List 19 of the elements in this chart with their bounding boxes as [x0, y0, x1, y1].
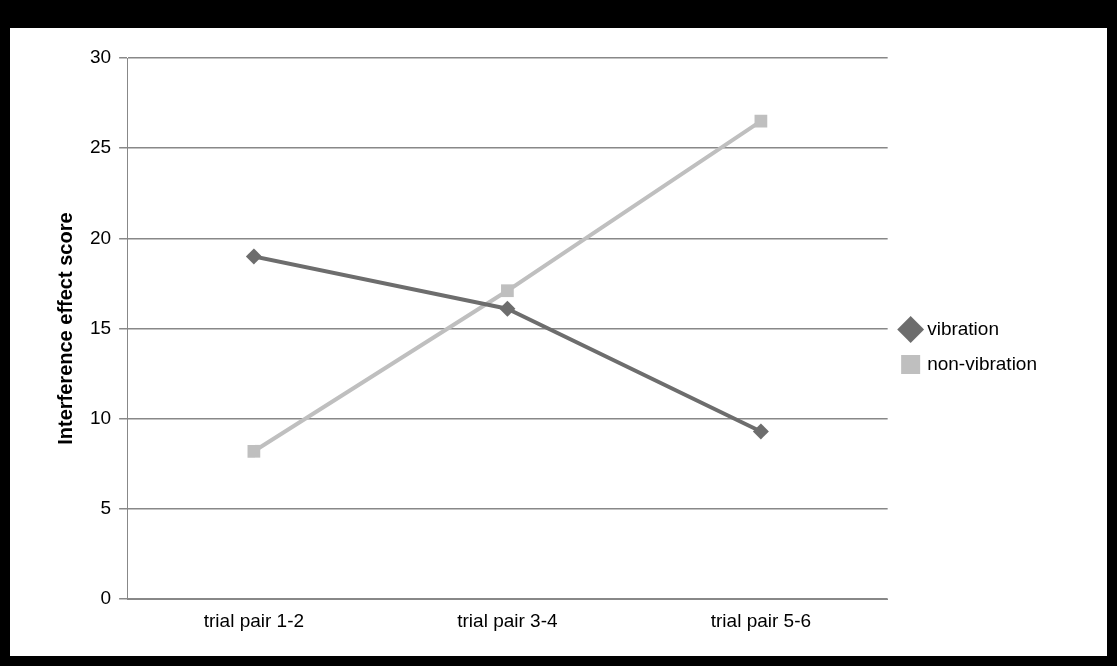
point — [247, 444, 261, 458]
y-tick-label: 30 — [89, 46, 112, 68]
point — [501, 284, 514, 298]
y-tick-label: 5 — [100, 497, 112, 519]
point — [752, 423, 769, 440]
legend-label: non-vibration — [927, 352, 1037, 374]
x-tick-label: trial pair 3-4 — [457, 609, 558, 631]
x-tick-label: trial pair 5-6 — [710, 609, 812, 631]
y-tick-label: 0 — [100, 587, 112, 609]
y-tick-label: 10 — [89, 407, 112, 429]
y-tick-label: 20 — [89, 226, 112, 248]
x-tick-label: trial pair 1-2 — [203, 609, 305, 631]
y-axis-title: Interference effect score — [53, 212, 76, 445]
y-tick-label: 25 — [89, 136, 112, 158]
y-tick-label: 15 — [89, 316, 112, 338]
point — [245, 248, 262, 265]
point — [754, 114, 768, 128]
legend-label: vibration — [927, 317, 999, 339]
point — [499, 300, 516, 317]
